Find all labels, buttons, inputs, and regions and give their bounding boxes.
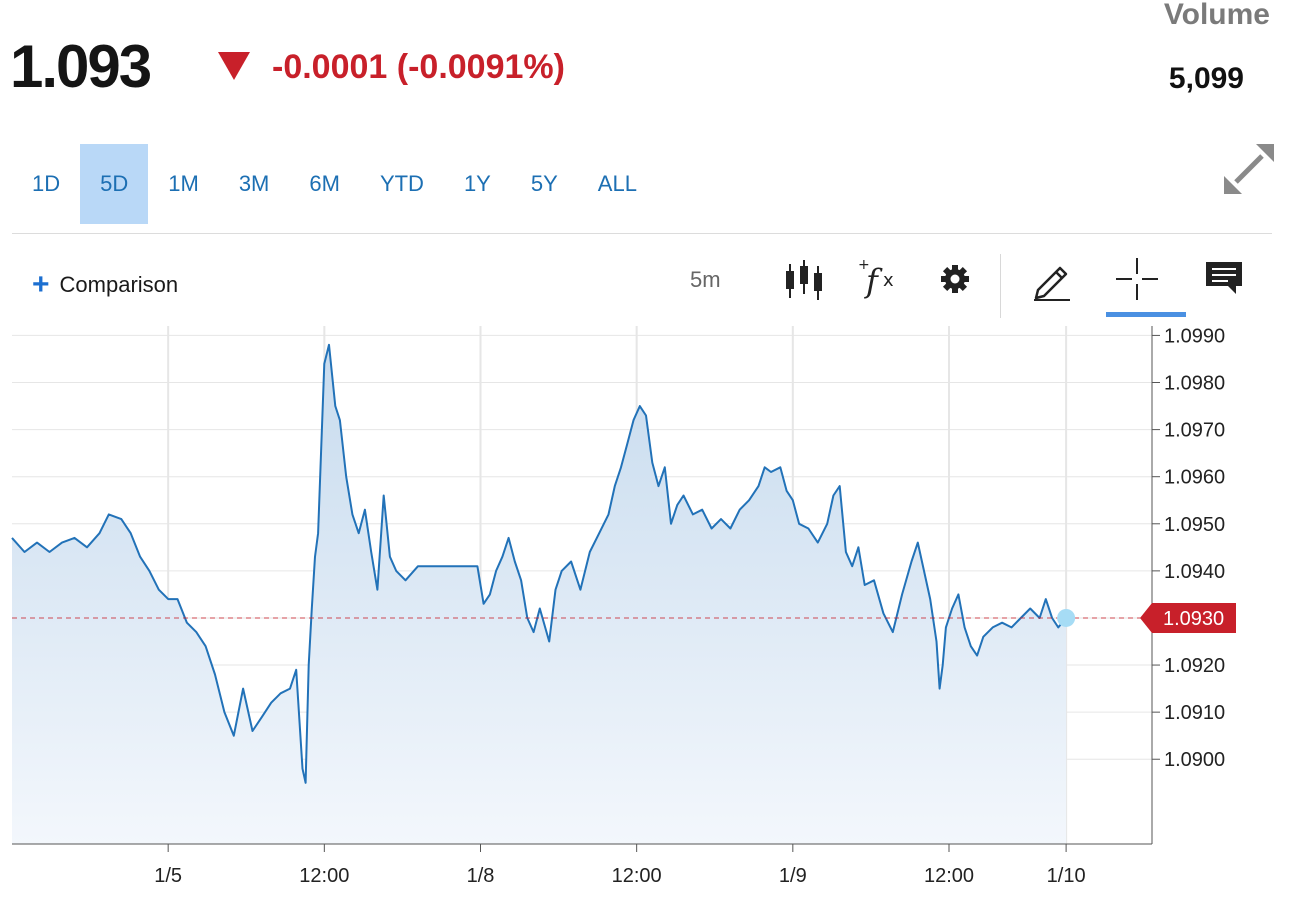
- range-5y[interactable]: 5Y: [530, 171, 558, 196]
- y-tick-label: 1.0960: [1164, 467, 1225, 489]
- svg-text:+: +: [858, 257, 870, 273]
- comparison-label: Comparison: [59, 272, 179, 297]
- gear-icon[interactable]: [932, 256, 978, 302]
- y-tick-label: 1.0920: [1164, 655, 1225, 677]
- range-1y[interactable]: 1Y: [463, 171, 491, 196]
- x-tick-label: 1/5: [154, 865, 182, 887]
- x-tick-label: 12:00: [924, 865, 974, 887]
- current-price-tag-label: 1.0930: [1163, 608, 1224, 630]
- range-6m[interactable]: 6M: [309, 171, 340, 196]
- interval-selector[interactable]: 5m: [690, 267, 721, 292]
- price-area-fill: [12, 344, 1067, 844]
- plus-icon: +: [32, 268, 50, 301]
- x-tick-label: 1/8: [467, 865, 495, 887]
- range-3m[interactable]: 3M: [238, 171, 270, 196]
- svg-text:f: f: [864, 262, 883, 300]
- expand-icon[interactable]: [1222, 142, 1276, 196]
- y-tick-label: 1.0980: [1164, 373, 1225, 395]
- price-change: -0.0001 (-0.0091%): [272, 48, 565, 86]
- y-tick-label: 1.0950: [1164, 514, 1225, 536]
- x-tick-label: 1/9: [779, 865, 807, 887]
- comparison-button[interactable]: + Comparison: [32, 268, 179, 301]
- range-all[interactable]: ALL: [597, 171, 637, 196]
- range-1m[interactable]: 1M: [168, 171, 199, 196]
- x-tick-label: 1/10: [1047, 865, 1086, 887]
- price-line: [11, 343, 1067, 784]
- current-price-overlay: 1.0930: [12, 602, 1236, 633]
- y-tick-label: 1.0940: [1164, 561, 1225, 583]
- svg-text:x: x: [883, 270, 894, 291]
- crosshair-active-indicator: [1106, 312, 1186, 317]
- candlestick-icon[interactable]: [782, 256, 828, 302]
- range-1d[interactable]: 1D: [32, 171, 61, 196]
- toolbar-divider: [12, 233, 1272, 234]
- last-price: 1.093: [10, 33, 152, 100]
- chart-axes: [12, 326, 1153, 845]
- current-price-dot: [1057, 608, 1076, 627]
- volume-value: 5,099: [1168, 62, 1244, 95]
- y-tick-label: 1.0910: [1164, 702, 1225, 724]
- x-tick-label: 12:00: [299, 865, 349, 887]
- toolbar-separator: [1000, 254, 1001, 318]
- y-tick-label: 1.0900: [1164, 749, 1225, 771]
- range-selector: 1D 5D 1M 3M 6M YTD 1Y 5Y ALL: [12, 144, 657, 224]
- y-tick-label: 1.0990: [1164, 325, 1225, 347]
- function-icon[interactable]: + f x: [856, 256, 902, 302]
- volume-label: Volume: [1163, 0, 1270, 31]
- price-chart[interactable]: 1.0990 1.0980 1.0970 1.0960 1.0950 1.0940 1.09…: [0, 322, 1290, 904]
- current-price-tag: [1140, 602, 1236, 633]
- x-axis-labels: 1/5 12:00 1/8 12:00 1/9 12:00 1/10: [154, 865, 1085, 887]
- range-ytd[interactable]: YTD: [379, 171, 424, 196]
- comment-icon[interactable]: [1202, 256, 1248, 302]
- pencil-icon[interactable]: [1030, 256, 1076, 302]
- crosshair-icon[interactable]: [1114, 256, 1160, 302]
- down-arrow-icon: [218, 52, 250, 80]
- y-tick-label: 1.0970: [1164, 420, 1225, 442]
- range-5d[interactable]: 5D: [80, 144, 149, 224]
- x-tick-label: 12:00: [612, 865, 662, 887]
- y-axis-labels: 1.0990 1.0980 1.0970 1.0960 1.0950 1.0940 1.09…: [1164, 325, 1225, 771]
